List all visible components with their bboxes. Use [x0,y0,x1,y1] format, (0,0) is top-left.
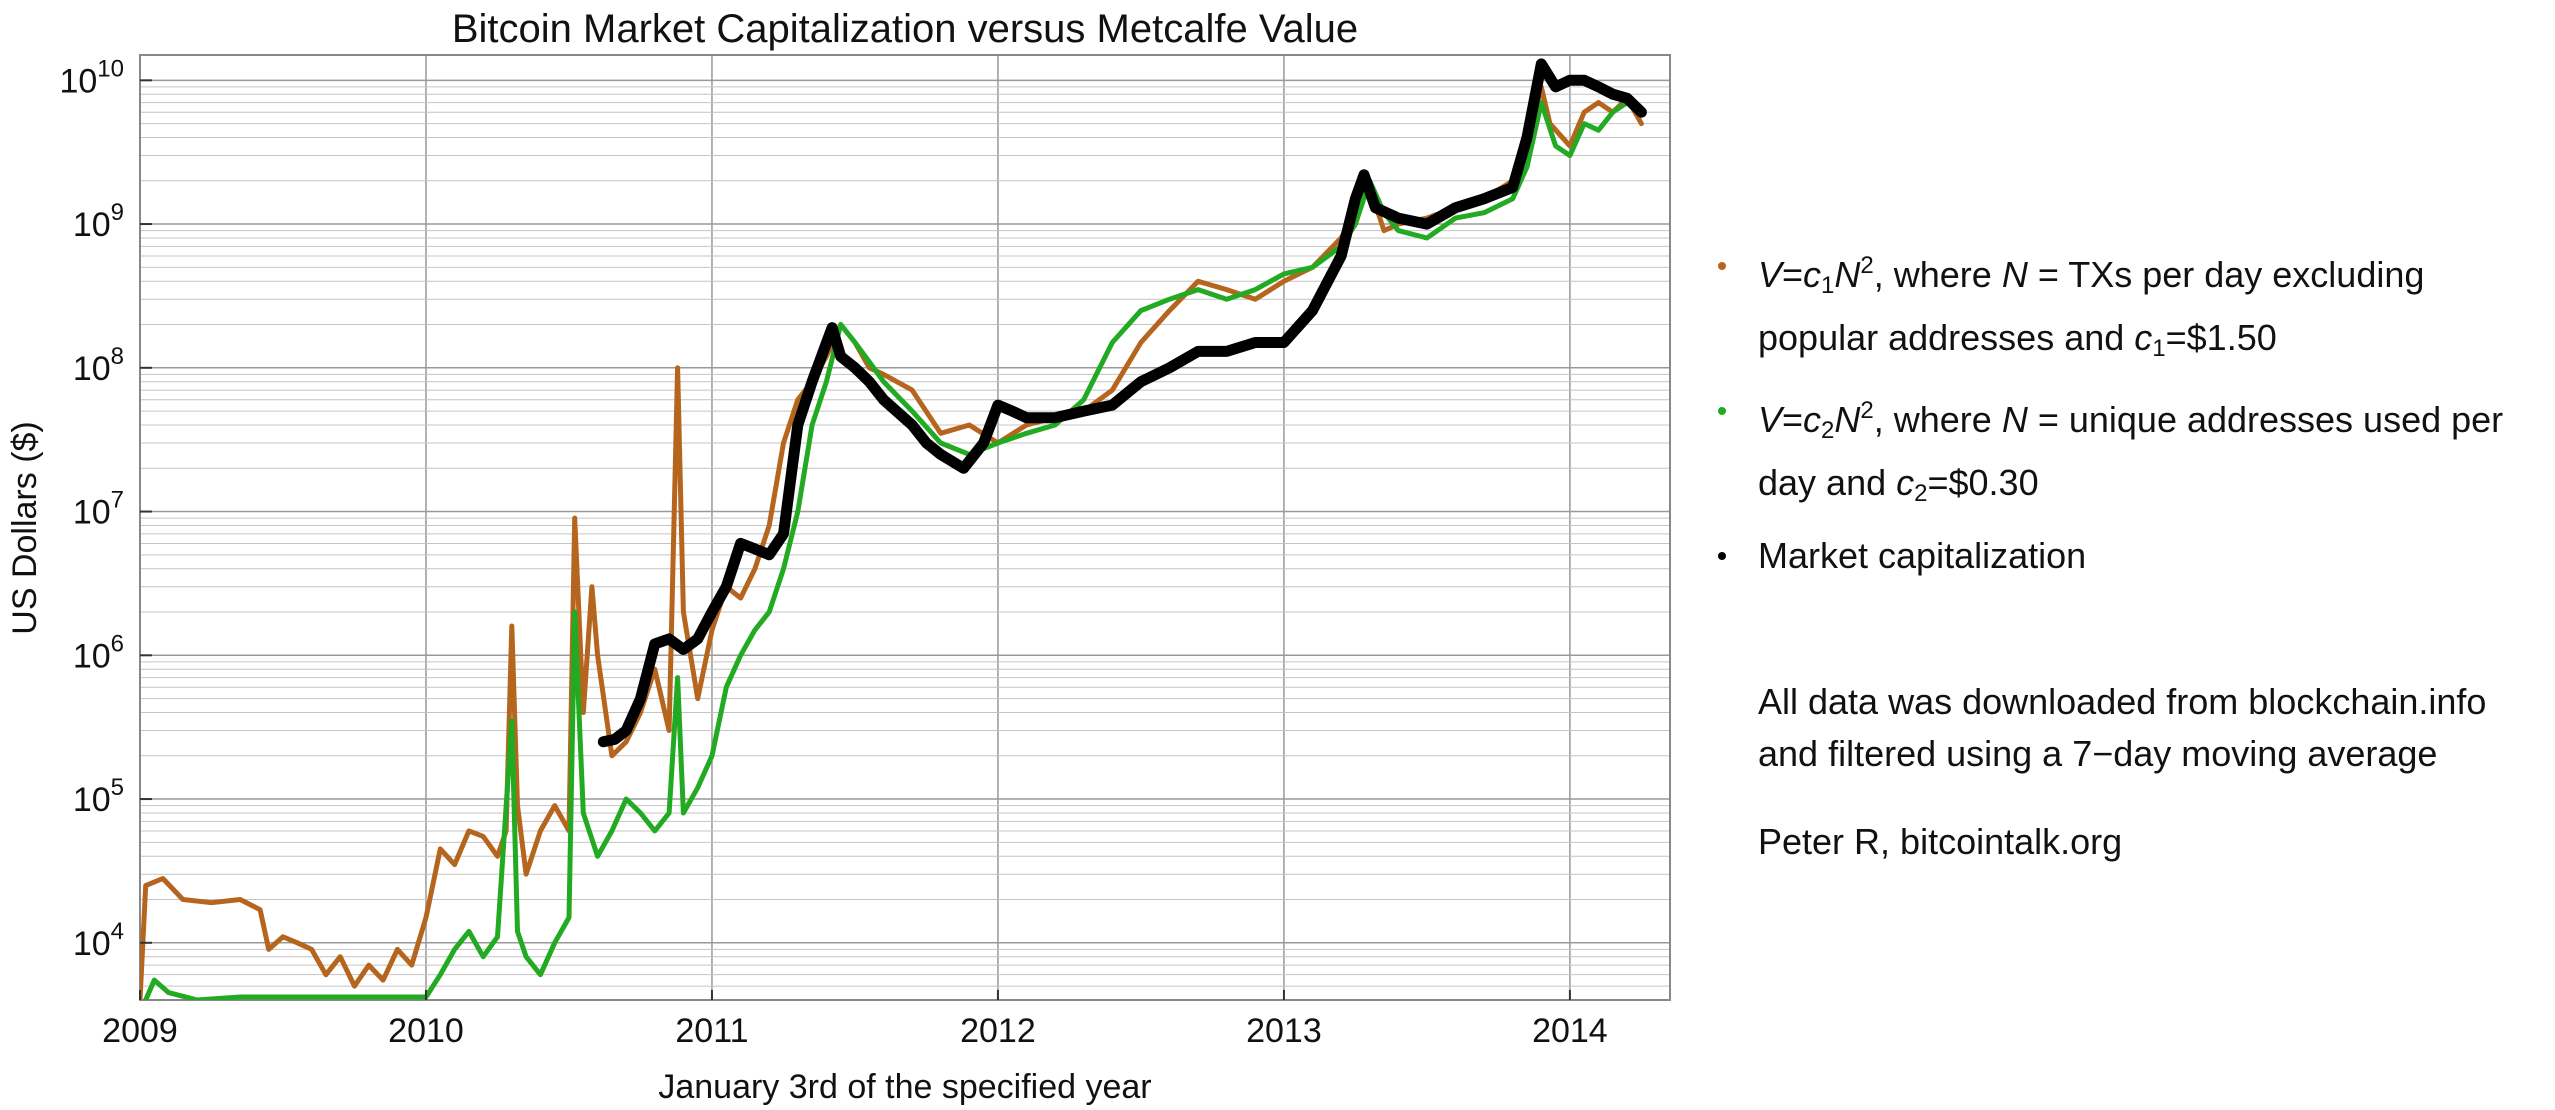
legend-marker [1718,262,1726,270]
symbol-n: N [2001,399,2028,440]
symbol-sub: 2 [1914,480,1928,507]
source-line: and filtered using a 7−day moving averag… [1758,733,2438,774]
x-tick-label: 2014 [1532,1012,1608,1050]
x-tick-label: 2013 [1246,1012,1322,1050]
symbol-v: V [1758,254,1783,295]
symbol-c: c [1896,462,1915,503]
symbol-sub: 2 [1821,417,1835,444]
y-axis-title: US Dollars ($) [6,421,44,634]
symbol-v: V [1758,399,1783,440]
legend: V=c1N2, where N = TXs per day excluding … [1710,240,2530,592]
symbol-eq: = [1782,399,1804,440]
author-note: Peter R, bitcointalk.org [1758,816,2538,868]
legend-item-market-cap: Market capitalization [1710,530,2530,582]
grid [139,55,1670,1001]
y-tick-label: 104 [73,918,124,963]
legend-value: =$0.30 [1927,462,2039,503]
legend-item-metcalfe-addr: V=c2N2, where N = unique addresses used … [1710,385,2530,520]
source-note: All data was downloaded from blockchain.… [1758,676,2538,780]
legend-item-metcalfe-tx: V=c1N2, where N = TXs per day excluding … [1710,240,2530,375]
y-axis-ticks: 104 105 106 107 108 109 1010 [59,55,152,963]
x-tick-label: 2010 [388,1012,464,1050]
symbol-sup: 2 [1860,252,1874,279]
y-tick-label: 106 [73,630,124,675]
source-line: All data was downloaded from blockchain.… [1758,681,2487,722]
x-tick-label: 2011 [675,1012,748,1050]
x-axis-ticks: 2009 2010 2011 2012 2013 2014 [102,990,1608,1050]
symbol-c: c [1803,254,1822,295]
symbol-c: c [1803,399,1822,440]
legend-text: Market capitalization [1758,535,2087,576]
legend-text: = TXs per day excluding popular addresse… [1758,254,2425,358]
legend-marker [1718,407,1726,415]
plot-frame [139,54,1671,1001]
symbol-n: N [1834,399,1861,440]
y-tick-label: 109 [73,199,124,244]
x-axis-title: January 3rd of the specified year [658,1068,1151,1106]
symbol-n: N [1834,254,1861,295]
series-layer [140,58,1647,1000]
y-tick-label: 1010 [59,55,124,100]
y-tick-label: 107 [73,487,124,532]
symbol-sup: 2 [1860,397,1874,424]
legend-text: = unique addresses used per day and [1758,399,2504,503]
legend-value: =$1.50 [2165,317,2277,358]
series-line-metcalfe-addr [143,100,1644,1000]
author-line: Peter R, bitcointalk.org [1758,821,2123,862]
legend-marker [1718,552,1726,560]
x-tick-label: 2012 [960,1012,1036,1050]
symbol-n: N [2001,254,2028,295]
legend-text: , where [1873,254,2002,295]
chart-title: Bitcoin Market Capitalization versus Met… [452,7,1358,51]
legend-text: , where [1873,399,2002,440]
x-tick-label: 2009 [102,1012,178,1050]
symbol-sub: 1 [1821,272,1835,299]
series-line-market-cap [597,58,1647,748]
y-tick-label: 108 [73,343,124,388]
y-tick-label: 105 [73,774,124,819]
symbol-eq: = [1782,254,1804,295]
symbol-c: c [2134,317,2153,358]
symbol-sub: 1 [2152,335,2166,362]
